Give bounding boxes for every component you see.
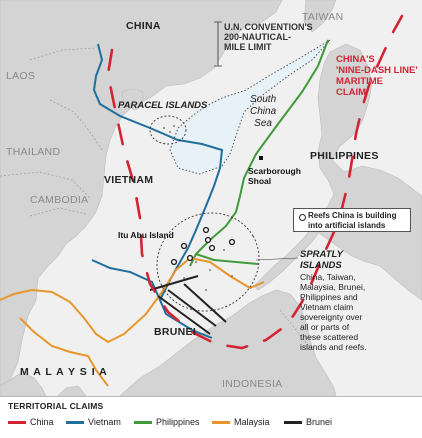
territorial-claims-legend: TERRITORIAL CLAIMS China Vietnam Philipp… — [0, 396, 422, 438]
legend-title: TERRITORIAL CLAIMS — [8, 401, 104, 411]
label-china: CHINA — [126, 20, 161, 32]
malaysia-claim-west — [19, 317, 109, 387]
un-convention-zone — [169, 39, 331, 175]
brunei-claim-lines — [149, 275, 227, 335]
label-nine-dash-line: CHINA'S 'NINE-DASH LINE' MARITIME CLAIM — [336, 54, 418, 98]
reef-legend-text: Reefs China is building into artificial … — [308, 211, 397, 230]
spratly-ellipse — [156, 212, 260, 312]
small-islands — [163, 125, 233, 291]
label-spratly-islands: SPRATLY ISLANDS — [300, 249, 343, 271]
label-scarborough-shoal: Scarborough Shoal — [248, 166, 301, 186]
vietnam-claim-line — [92, 43, 224, 339]
legend-item-china: China — [8, 417, 54, 427]
legend-item-malaysia: Malaysia — [212, 417, 270, 427]
land-sumatra-edge — [57, 385, 87, 397]
land-mainland — [0, 0, 283, 387]
land-palawan — [253, 227, 319, 291]
legend-item-vietnam: Vietnam — [66, 417, 121, 427]
reef-legend-marker — [299, 214, 306, 221]
legend-swatch-malaysia — [212, 420, 230, 424]
land-taiwan — [303, 0, 337, 33]
land-hainan — [121, 88, 144, 111]
label-paracel-islands: PARACEL ISLANDS — [118, 100, 208, 111]
legend-item-brunei: Brunei — [284, 417, 332, 427]
land-borneo — [119, 289, 337, 397]
legend-label-philippines: Philippines — [156, 417, 200, 427]
label-un-convention: U.N. CONVENTION'S 200-NAUTICAL- MILE LIMIT — [224, 22, 313, 52]
legend-item-philippines: Philippines — [134, 417, 200, 427]
label-indonesia: INDONESIA — [222, 378, 283, 390]
legend-label-vietnam: Vietnam — [88, 417, 121, 427]
label-vietnam: VIETNAM — [104, 174, 154, 186]
philippines-claim-south — [195, 253, 259, 265]
label-thailand: THAILAND — [6, 146, 61, 158]
reef-markers — [170, 226, 236, 266]
land-philippines — [311, 43, 422, 301]
scarborough-marker — [259, 156, 263, 160]
reef-legend-box: Reefs China is building into artificial … — [293, 208, 411, 232]
label-laos: LAOS — [6, 70, 36, 82]
paracel-ellipse — [149, 115, 187, 145]
legend-swatch-vietnam — [66, 420, 84, 424]
legend-label-malaysia: Malaysia — [234, 417, 270, 427]
legend-label-brunei: Brunei — [306, 417, 333, 427]
label-taiwan: TAIWAN — [302, 11, 344, 23]
label-itu-aba-island: Itu Abu Island — [118, 230, 174, 240]
legend-swatch-brunei — [284, 420, 302, 424]
malaysia-claim-line — [0, 256, 265, 344]
label-cambodia: CAMBODIA — [30, 194, 89, 206]
label-malaysia: M A L A Y S I A — [20, 366, 108, 378]
un-leader-bracket — [214, 21, 222, 67]
label-philippines: PHILIPPINES — [310, 150, 379, 162]
legend-label-china: China — [30, 417, 54, 427]
legend-swatch-philippines — [134, 420, 152, 424]
label-south-china-sea: South China Sea — [250, 94, 277, 129]
label-brunei: BRUNEI — [154, 326, 197, 338]
spratly-pointer — [255, 257, 299, 261]
spratly-description: China, Taiwan, Malaysia, Brunei, Philippin… — [300, 272, 367, 352]
legend-swatch-china — [8, 420, 26, 424]
border-lines — [0, 47, 311, 349]
